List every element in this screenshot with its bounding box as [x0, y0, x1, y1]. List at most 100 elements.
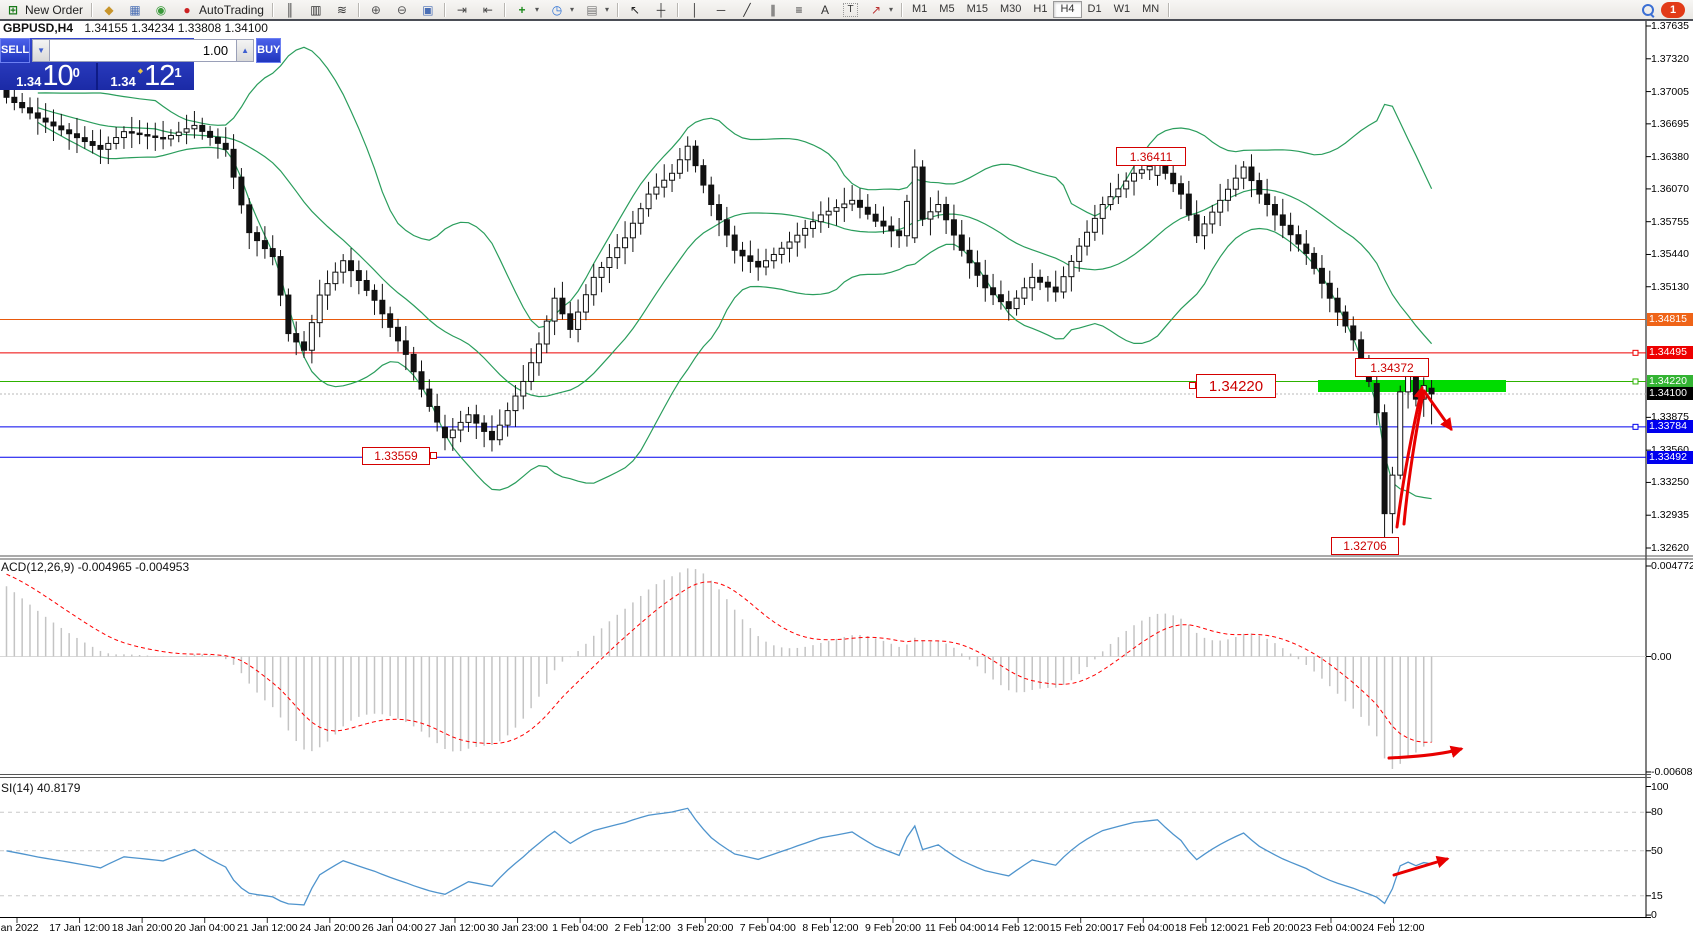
vline-tool-button[interactable]: │: [682, 1, 708, 18]
candle-bull: [622, 237, 629, 249]
volume-control: ▼ ▲: [32, 39, 255, 62]
candle-bear: [755, 260, 762, 268]
zoom-in-button[interactable]: ⊕: [363, 1, 389, 18]
rsi-label: SI(14) 40.8179: [1, 781, 81, 795]
candle-bull: [1232, 177, 1239, 190]
hline-tool-button[interactable]: ─: [708, 1, 734, 18]
bar-chart-button[interactable]: ║: [277, 1, 303, 18]
fibonacci-tool-button[interactable]: ≡: [786, 1, 812, 18]
candle-bull: [1021, 287, 1028, 299]
candle-bear: [1193, 214, 1200, 237]
candle-bear: [19, 102, 26, 109]
search-icon[interactable]: [1641, 3, 1655, 17]
hline-handle[interactable]: [1632, 349, 1639, 356]
time-axis-label: 17 Jan 12:00: [49, 922, 110, 934]
candle-bull: [520, 380, 527, 397]
time-axis-label: 17 Feb 04:00: [1112, 922, 1175, 934]
bollinger-lower-band: [37, 121, 1432, 500]
candle-bull: [1076, 245, 1083, 262]
notification-badge[interactable]: 1: [1661, 1, 1685, 18]
timeframe-button-h4[interactable]: H4: [1053, 1, 1082, 18]
candle-bear: [66, 129, 73, 135]
timeframe-button-m1[interactable]: M1: [912, 3, 928, 15]
price-tag-1.33492: 1.33492: [1647, 450, 1693, 464]
time-axis-label: 1 Feb 04:00: [552, 922, 609, 934]
candle-bear: [896, 230, 903, 237]
indicators-button[interactable]: + ▾: [509, 1, 544, 18]
chart-shift-button[interactable]: ⇤: [475, 1, 501, 18]
dropdown-arrow-icon: ▾: [604, 5, 609, 14]
candle-bear: [301, 341, 308, 351]
buy-price[interactable]: 1.34 ◆ 12 1: [96, 60, 194, 92]
volume-input[interactable]: [50, 39, 237, 62]
buy-button[interactable]: BUY: [256, 38, 282, 63]
price-tag-1.34495: 1.34495: [1647, 346, 1693, 360]
candle-bull: [1029, 276, 1036, 289]
candle-bear: [872, 213, 879, 222]
charts-window-button[interactable]: ▦: [122, 1, 148, 18]
timeframe-button-w1[interactable]: W1: [1113, 3, 1131, 15]
candle-bull: [637, 208, 644, 224]
candle-bear: [1005, 301, 1012, 310]
candle-bear: [880, 220, 887, 227]
autotrading-icon: ●: [183, 2, 191, 17]
text-tool-button[interactable]: A: [812, 1, 838, 18]
arrows-tool-button[interactable]: ↗ ▾: [863, 1, 898, 18]
buy-price-sup: 1: [174, 65, 182, 80]
time-axis-label: 2 Feb 12:00: [614, 922, 671, 934]
vline-icon: │: [691, 2, 699, 17]
timeframe-button-m30[interactable]: M30: [999, 3, 1022, 15]
sell-button[interactable]: SELL: [0, 38, 31, 63]
timeframe-button-m15[interactable]: M15: [966, 3, 988, 15]
candle-bear: [261, 240, 268, 250]
zoom-out-button[interactable]: ⊖: [389, 1, 415, 18]
dropdown-arrow-icon: ▾: [569, 5, 574, 14]
candle-bull: [786, 241, 793, 249]
trendline-tool-button[interactable]: ╱: [734, 1, 760, 18]
periods-button[interactable]: ◷ ▾: [544, 1, 579, 18]
timeframe-button-mn[interactable]: MN: [1142, 3, 1160, 15]
candlestick-button[interactable]: ▥: [303, 1, 329, 18]
buy-price-big: 12: [144, 60, 175, 92]
time-axis-label: 26 Jan 04:00: [362, 922, 423, 934]
time-axis-label: 21 Feb 20:00: [1237, 922, 1300, 934]
candlestick-icon: ▥: [310, 2, 322, 17]
timeframe-button-d1[interactable]: D1: [1087, 3, 1102, 15]
candle-bear: [269, 248, 276, 258]
candle-bull: [935, 204, 942, 213]
candle-bear: [692, 145, 699, 167]
line-chart-button[interactable]: ≋: [329, 1, 355, 18]
candle-bull: [606, 257, 613, 268]
time-axis-label: 18 Feb 12:00: [1174, 922, 1237, 934]
crosshair-button[interactable]: ┼: [648, 1, 674, 18]
candle-bear: [277, 256, 284, 296]
candle-bear: [1326, 282, 1333, 299]
templates-button[interactable]: ▤ ▾: [579, 1, 614, 18]
price-callout-1.34372: 1.34372: [1355, 358, 1429, 377]
candle-bull: [183, 128, 190, 133]
candle-bull: [903, 200, 910, 237]
candle-bear: [410, 353, 417, 373]
timeframe-button-m5[interactable]: M5: [939, 3, 955, 15]
profiles-button[interactable]: ◆: [96, 1, 122, 18]
candle-bull: [457, 421, 464, 431]
volume-increase-button[interactable]: ▲: [236, 39, 255, 62]
signals-button[interactable]: ◉: [148, 1, 174, 18]
candle-bear: [1052, 286, 1059, 293]
price-axis-label: 1.36070: [1651, 182, 1693, 195]
symbol-timeframe: GBPUSD,H4: [3, 21, 74, 35]
text-label-tool-button[interactable]: T: [838, 1, 863, 18]
new-order-button[interactable]: ⊞ New Order: [0, 1, 88, 18]
tile-windows-button[interactable]: ▣: [415, 1, 441, 18]
autotrading-label: AutoTrading: [199, 2, 264, 17]
hline-handle[interactable]: [1632, 423, 1639, 430]
cursor-button[interactable]: ↖: [622, 1, 648, 18]
channel-tool-button[interactable]: ∥: [760, 1, 786, 18]
volume-decrease-button[interactable]: ▼: [32, 39, 51, 62]
sell-price[interactable]: 1.34 10 0: [0, 62, 96, 91]
timeframe-button-h1[interactable]: H1: [1033, 3, 1048, 15]
auto-scroll-button[interactable]: ⇥: [449, 1, 475, 18]
autotrading-button[interactable]: ● AutoTrading: [174, 1, 269, 18]
hline-handle[interactable]: [1632, 378, 1639, 385]
